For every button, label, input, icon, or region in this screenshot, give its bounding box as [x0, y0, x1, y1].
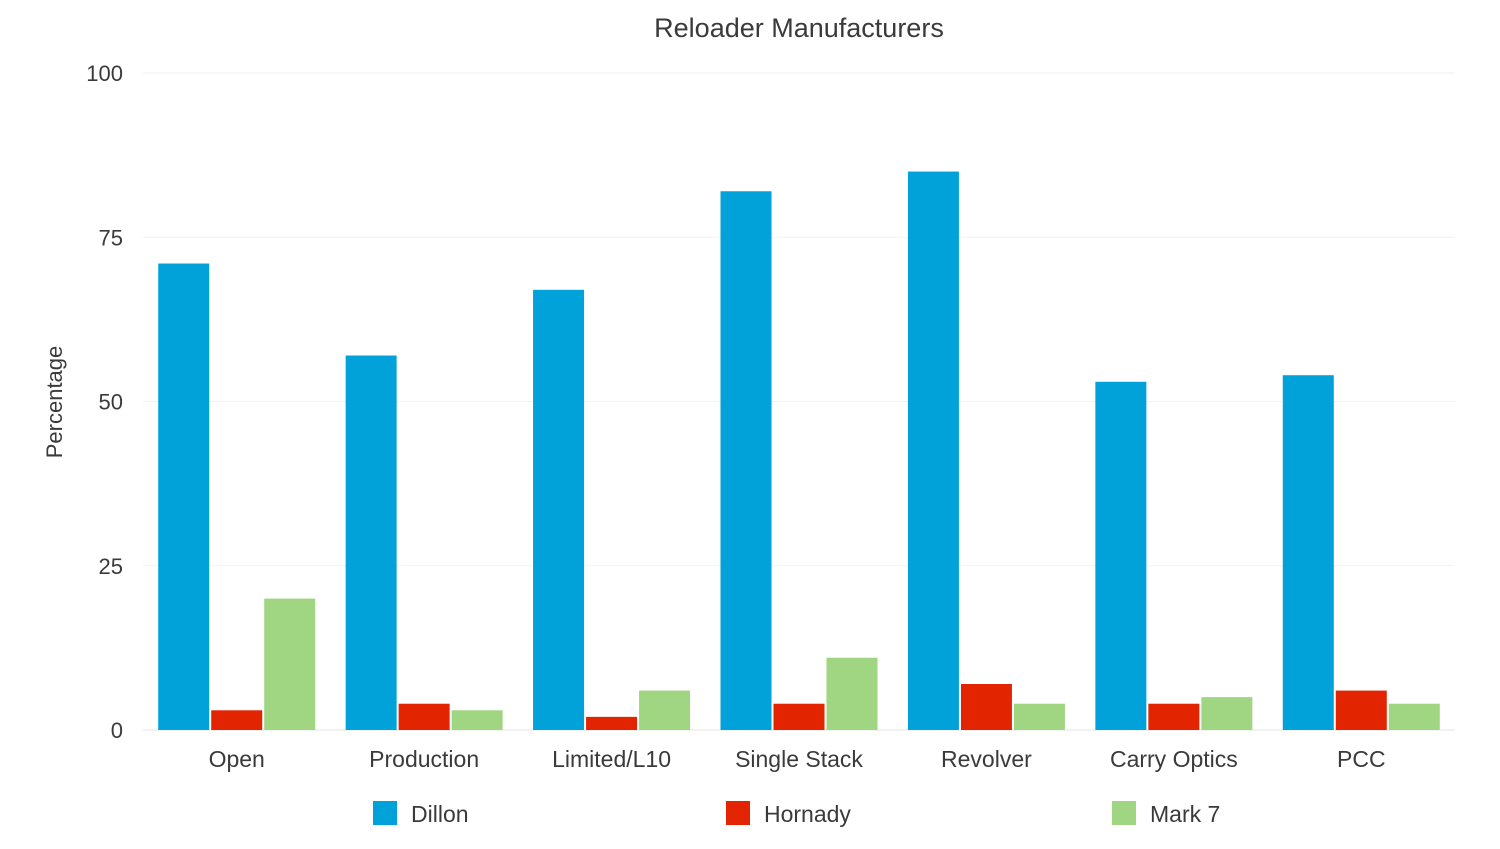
legend-label: Mark 7: [1150, 801, 1220, 827]
x-tick-label: Single Stack: [735, 746, 863, 772]
legend-label: Hornady: [764, 801, 851, 827]
bar-dillon: [158, 263, 210, 730]
bar-dillon: [1282, 375, 1334, 730]
y-axis-label: Percentage: [42, 346, 67, 459]
bar-dillon: [720, 191, 772, 730]
bar-dillon: [907, 171, 959, 731]
bar-mark-7: [264, 598, 316, 730]
legend-item[interactable]: Mark 7: [1112, 801, 1220, 827]
y-tick-label: 50: [99, 390, 123, 415]
bar-mark-7: [826, 657, 878, 730]
legend-swatch: [1112, 801, 1136, 825]
y-tick-label: 100: [86, 61, 123, 86]
x-tick-label: Revolver: [941, 746, 1032, 772]
x-tick-label: PCC: [1337, 746, 1386, 772]
y-tick-label: 0: [111, 718, 123, 743]
y-tick-label: 25: [99, 554, 123, 579]
x-tick-label: Carry Optics: [1110, 746, 1238, 772]
bar-mark-7: [639, 690, 691, 730]
bar-hornady: [586, 716, 638, 730]
bar-hornady: [1335, 690, 1387, 730]
legend-item[interactable]: Dillon: [373, 801, 469, 827]
bar-hornady: [960, 684, 1012, 730]
bar-mark-7: [451, 710, 503, 730]
x-tick-label: Limited/L10: [552, 746, 671, 772]
legend-swatch: [726, 801, 750, 825]
bar-hornady: [773, 703, 825, 730]
chart-title: Reloader Manufacturers: [654, 13, 944, 43]
bar-mark-7: [1201, 697, 1253, 730]
legend-swatch: [373, 801, 397, 825]
bar-hornady: [1148, 703, 1200, 730]
bar-hornady: [211, 710, 263, 730]
x-tick-label: Production: [369, 746, 479, 772]
bar-mark-7: [1388, 703, 1440, 730]
y-tick-label: 75: [99, 225, 123, 250]
bar-dillon: [1095, 381, 1147, 730]
bar-mark-7: [1013, 703, 1065, 730]
bar-dillon: [533, 289, 585, 730]
legend-item[interactable]: Hornady: [726, 801, 851, 827]
x-tick-label: Open: [209, 746, 265, 772]
bar-hornady: [398, 703, 450, 730]
legend-label: Dillon: [411, 801, 469, 827]
bar-dillon: [345, 355, 397, 730]
